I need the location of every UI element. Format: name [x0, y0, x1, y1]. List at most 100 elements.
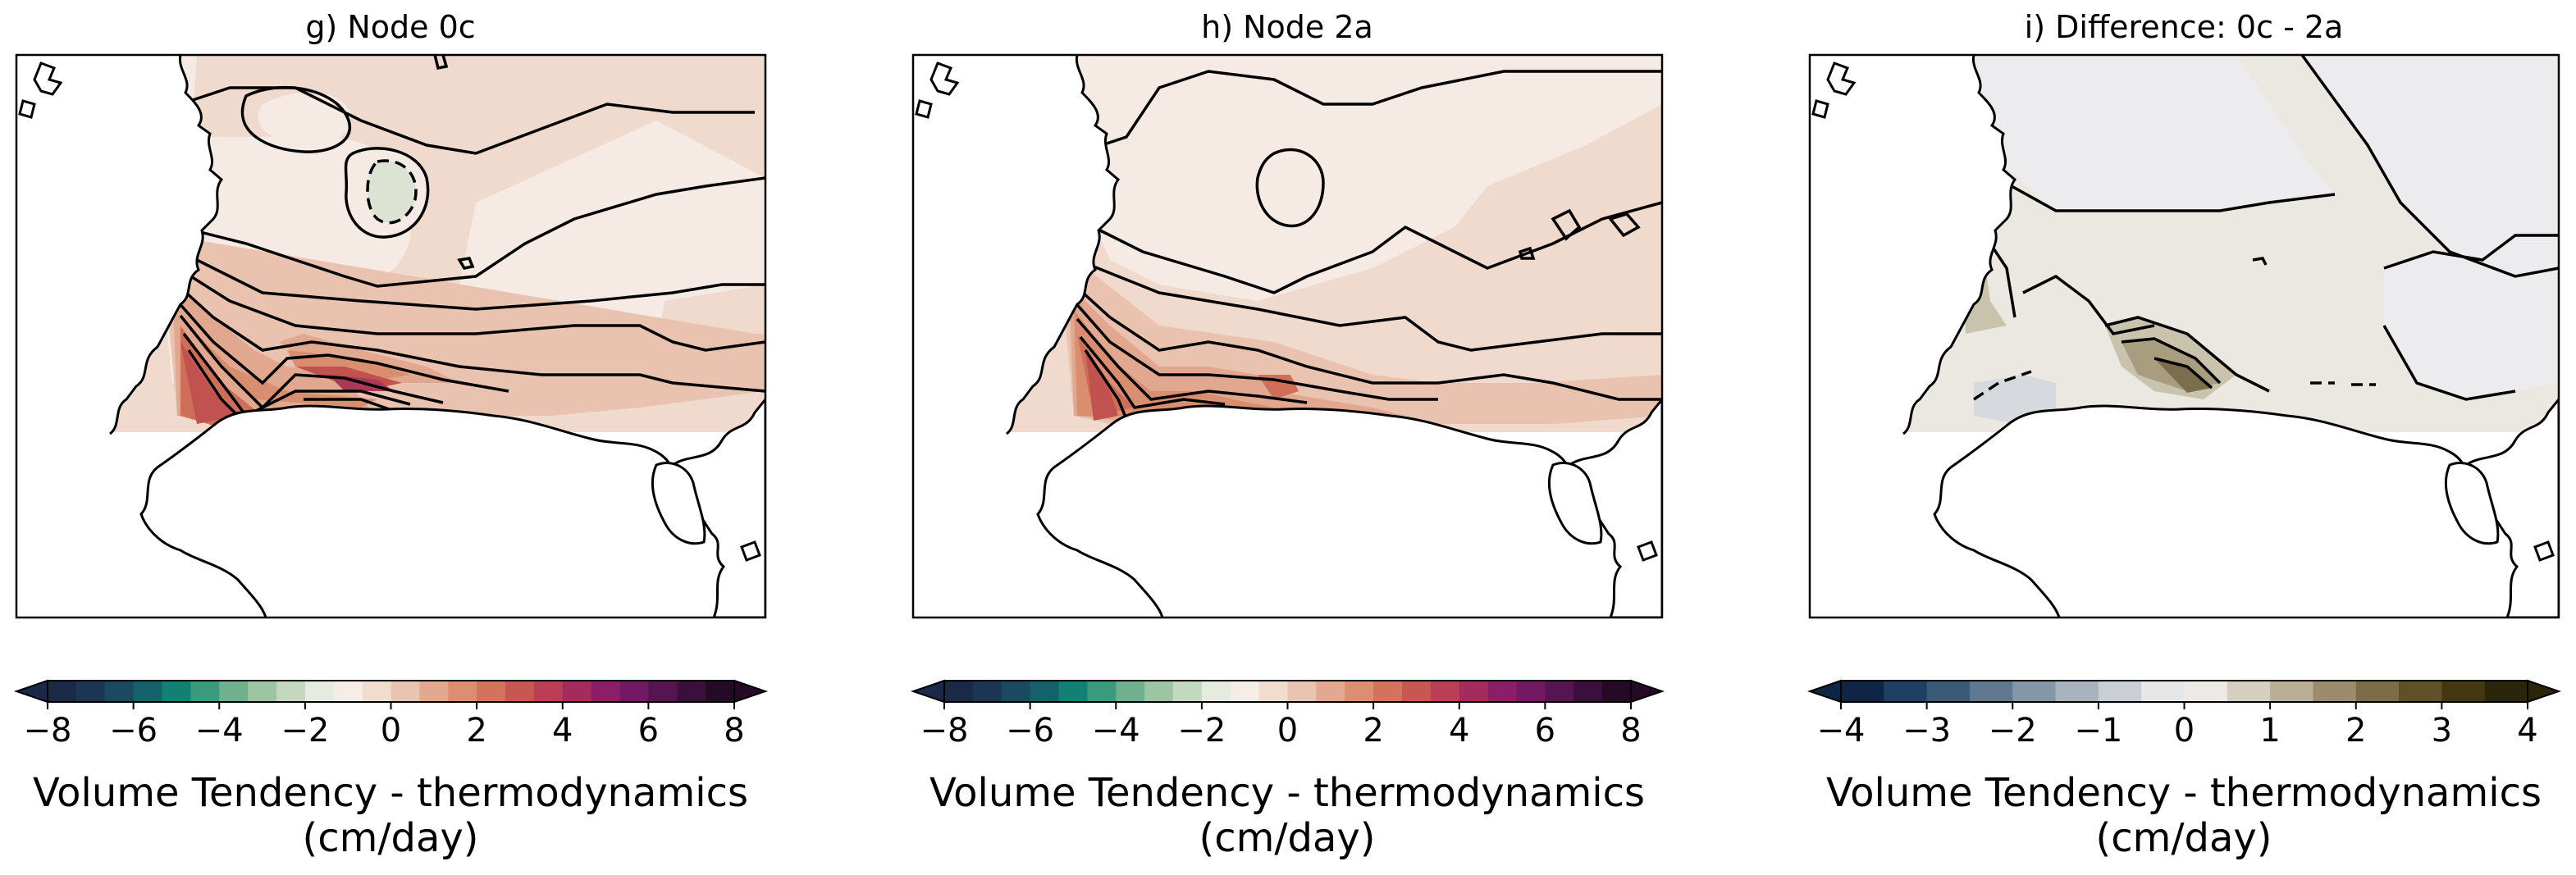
colorbar-bin	[1345, 681, 1374, 702]
colorbar-bin	[1430, 681, 1460, 702]
colorbar-tick-label: −8	[920, 712, 969, 750]
colorbar-bin	[75, 681, 106, 702]
colorbar-bin	[1841, 681, 1884, 702]
colorbar-bin	[677, 681, 706, 702]
colorbar-tick-label: 1	[2259, 712, 2280, 750]
colorbar-bin	[219, 681, 249, 702]
colorbar-bin	[505, 681, 535, 702]
colorbar-bin	[1258, 681, 1289, 702]
colorbar-bin	[1487, 681, 1518, 702]
colorbar-bin	[944, 681, 974, 702]
colorbar-bin	[562, 681, 592, 702]
colorbar-bin	[1230, 681, 1260, 702]
colorbar-bin	[190, 681, 220, 702]
colorbar-tick-label: −1	[2074, 712, 2122, 750]
colorbar-bin	[2484, 681, 2528, 702]
colorbar-bin	[619, 681, 649, 702]
panel-difference: i) Difference: 0c - 2a −4 −3 −2 −1 0 1 2 3 4 Vol…	[1806, 9, 2562, 861]
colorbar-bin	[133, 681, 163, 702]
colorbar-bin	[2270, 681, 2314, 702]
colorbar-bin	[1459, 681, 1489, 702]
panel-title: g) Node 0c	[305, 9, 475, 45]
colorbar-bin	[362, 681, 392, 702]
colorbar-bin	[591, 681, 621, 702]
map-field	[16, 55, 765, 618]
colorbar-bin	[1058, 681, 1088, 702]
colorbar-bin	[2227, 681, 2271, 702]
colorbar-tick-label: 2	[2345, 712, 2366, 750]
colorbar-tick-label: 8	[724, 712, 744, 750]
colorbar-units: (cm/day)	[302, 815, 478, 861]
colorbar-tick-label: 2	[466, 712, 486, 750]
colorbar-bin	[1173, 681, 1203, 702]
map-field	[913, 55, 1662, 618]
colorbar-bin	[1087, 681, 1117, 702]
colorbar-bin	[2313, 681, 2357, 702]
colorbar-extend-high	[733, 679, 769, 704]
colorbar-label: Volume Tendency - thermodynamics	[929, 770, 1645, 816]
colorbar-bin	[248, 681, 277, 702]
colorbar-bin	[48, 681, 77, 702]
colorbar-extend-high	[2527, 679, 2562, 704]
colorbar-bin	[1287, 681, 1317, 702]
colorbar: −8 −6 −4 −2 0 2 4 6 8	[910, 679, 1665, 750]
colorbar-tick-label: 6	[1535, 712, 1555, 750]
panel-node-0c: g) Node 0c −8 −6 −4 −2 0 2 4 6 8 Volume Tendency…	[13, 9, 769, 861]
colorbar-tick-label: −2	[1989, 712, 2037, 750]
colorbar-tick-label: −8	[24, 712, 72, 750]
colorbar-bin	[104, 681, 135, 702]
colorbar-tick-label: −2	[1177, 712, 1226, 750]
colorbar-tick-label: 6	[638, 712, 659, 750]
colorbar-label: Volume Tendency - thermodynamics	[1826, 770, 2542, 816]
colorbar-bin	[477, 681, 506, 702]
colorbar-extend-low	[13, 679, 48, 704]
colorbar-bin	[1373, 681, 1403, 702]
colorbar-bin	[2141, 681, 2185, 702]
colorbar-bin	[648, 681, 678, 702]
colorbar-tick-label: 2	[1363, 712, 1383, 750]
colorbar-units: (cm/day)	[2095, 815, 2272, 861]
colorbar-extend-low	[910, 679, 945, 704]
colorbar-tick-label: 3	[2432, 712, 2452, 750]
colorbar-tick-label: 0	[381, 712, 401, 750]
map-frame	[911, 53, 1664, 619]
colorbar-bin	[2184, 681, 2228, 702]
colorbar-label: Volume Tendency - thermodynamics	[33, 770, 748, 816]
colorbar-tick-label: −4	[195, 712, 244, 750]
colorbar-bin	[448, 681, 477, 702]
colorbar-bin	[2012, 681, 2057, 702]
colorbar-bin	[1884, 681, 1928, 702]
colorbar-bin	[706, 681, 735, 702]
colorbar-bin	[1316, 681, 1345, 702]
map-field	[1810, 55, 2559, 618]
colorbar-bin	[304, 681, 335, 702]
colorbar-tick-label: 0	[1277, 712, 1298, 750]
colorbar-extend-high	[1630, 679, 1665, 704]
colorbar-bin	[1116, 681, 1145, 702]
colorbar-bin	[2399, 681, 2442, 702]
colorbar-tick-label: 4	[2517, 712, 2537, 750]
colorbar-extend-low	[1806, 679, 1842, 704]
colorbar-bin	[391, 681, 420, 702]
colorbar-bin	[2055, 681, 2099, 702]
colorbar-bin	[1602, 681, 1632, 702]
colorbar-tick-label: −2	[281, 712, 329, 750]
colorbar-tick-label: −3	[1902, 712, 1951, 750]
colorbar-bin	[533, 681, 564, 702]
colorbar-bin	[2441, 681, 2486, 702]
colorbar-tick-label: 8	[1620, 712, 1641, 750]
colorbar-bin	[1402, 681, 1432, 702]
colorbar-bin	[162, 681, 191, 702]
colorbar-bin	[1516, 681, 1546, 702]
colorbar: −4 −3 −2 −1 0 1 2 3 4	[1806, 679, 2562, 750]
map-frame	[15, 53, 767, 619]
colorbar-tick-label: 4	[552, 712, 573, 750]
colorbar-bin	[1201, 681, 1231, 702]
colorbar-bin	[2355, 681, 2400, 702]
colorbar-tick-label: 0	[2174, 712, 2195, 750]
panel-node-2a: h) Node 2a −8 −6 −4 −2 0 2 4 6 8 Volume Tendency…	[910, 9, 1665, 861]
colorbar-bin	[1144, 681, 1174, 702]
colorbar-bin	[1001, 681, 1031, 702]
colorbar-bin	[276, 681, 306, 702]
